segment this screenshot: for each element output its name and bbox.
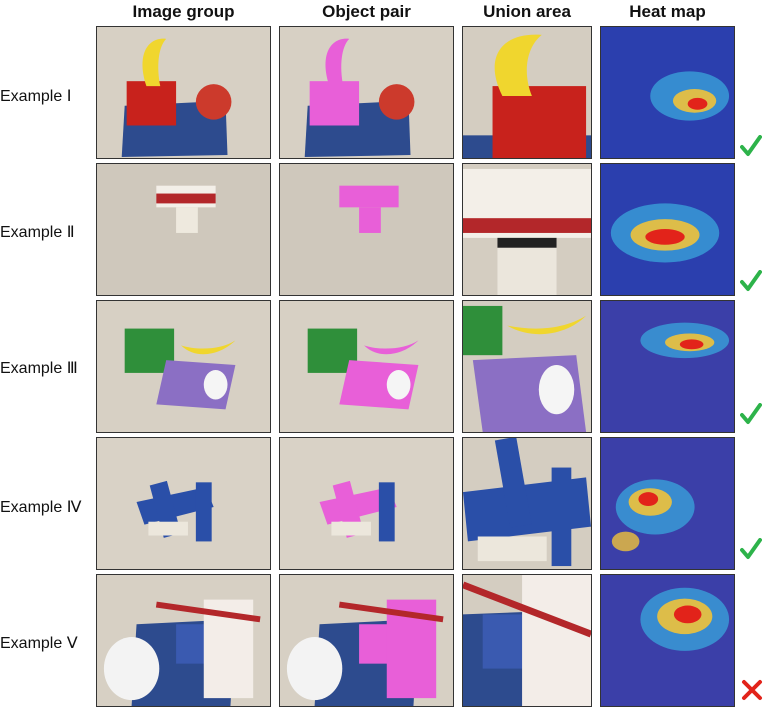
union-area-example-2 (462, 163, 592, 296)
object-pair-example-4 (279, 437, 454, 570)
header-image-group: Image group (132, 2, 235, 21)
row-label-example-5: Example Ⅴ (0, 635, 78, 652)
check-icon (740, 403, 762, 424)
header-object-pair: Object pair (322, 2, 411, 21)
image-group-example-5 (96, 574, 271, 707)
object-pair-example-3 (279, 300, 454, 433)
union-area-example-3 (462, 300, 592, 433)
check-icon (740, 270, 762, 291)
row-label-example-2: Example Ⅱ (0, 224, 75, 241)
cross-icon (742, 680, 762, 700)
row-label-example-3: Example Ⅲ (0, 360, 78, 377)
heat-map-example-5 (600, 574, 735, 707)
row-label-example-1: Example Ⅰ (0, 88, 72, 105)
check-icon (740, 135, 762, 156)
union-area-example-5 (462, 574, 592, 707)
header-heat-map: Heat map (629, 2, 706, 21)
heat-map-example-3 (600, 300, 735, 433)
union-area-example-4 (462, 437, 592, 570)
heat-map-example-1 (600, 26, 735, 159)
heat-map-example-4 (600, 437, 735, 570)
object-pair-example-2 (279, 163, 454, 296)
heat-map-example-2 (600, 163, 735, 296)
check-icon (740, 538, 762, 559)
image-group-example-2 (96, 163, 271, 296)
union-area-example-1 (462, 26, 592, 159)
row-label-example-4: Example Ⅳ (0, 499, 82, 516)
image-group-example-1 (96, 26, 271, 159)
image-group-example-4 (96, 437, 271, 570)
header-union-area: Union area (483, 2, 571, 21)
object-pair-example-5 (279, 574, 454, 707)
object-pair-example-1 (279, 26, 454, 159)
image-group-example-3 (96, 300, 271, 433)
